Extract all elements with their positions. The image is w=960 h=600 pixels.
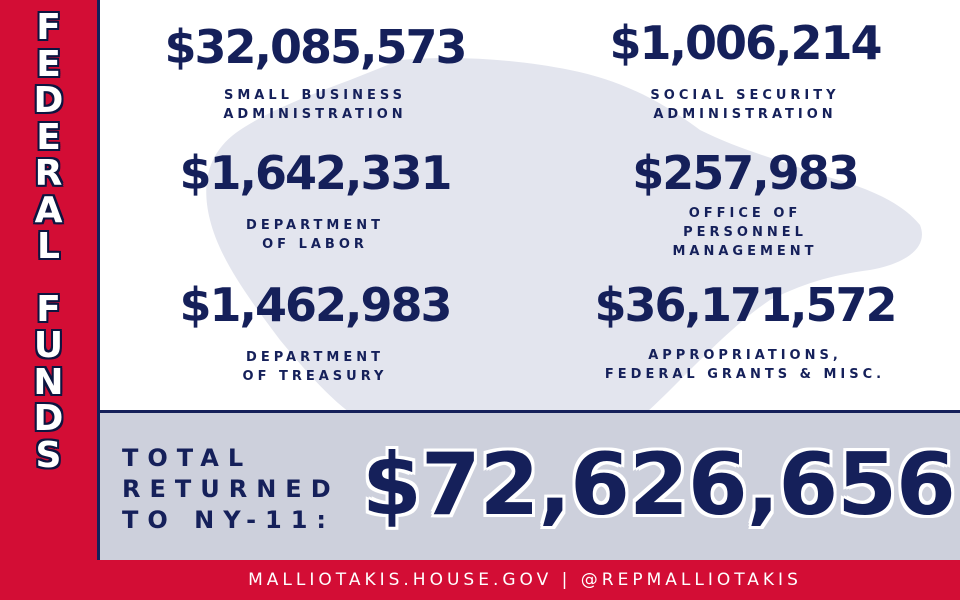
title-letter: E [36,116,61,158]
stat-amount: $32,085,573 [164,20,467,74]
stat-label-line: ADMINISTRATION [653,107,837,122]
title-letter: E [36,43,61,85]
total-label-line: TOTAL [122,444,253,472]
left-title-bar: F E D E R A L F U N D S [0,0,97,570]
stat-label-line: DEPARTMENT [246,218,384,233]
title-letter: U [33,325,64,366]
stat-label-line: FEDERAL GRANTS & MISC. [604,367,886,382]
title-letter: D [33,80,64,121]
stat-amount: $36,171,572 [594,278,897,332]
stat-label-line: MANAGEMENT [672,244,818,259]
title-letter: L [37,226,60,267]
stat-label-line: APPROPRIATIONS, [648,348,842,363]
stat-label-line: OF TREASURY [242,369,388,384]
left-bar-border [97,0,100,570]
title-letter: R [34,153,63,194]
stat-amount: $257,983 [632,146,860,200]
total-amount: $72,626,656 [362,435,956,535]
total-panel: TOTAL RETURNED TO NY-11: $72,626,656 [100,410,960,563]
stat-treasury: $1,462,983 DEPARTMENT OF TREASURY [150,280,480,386]
stat-label-line: SOCIAL SECURITY [650,88,840,103]
stat-amount: $1,462,983 [179,278,452,332]
stat-label-line: ADMINISTRATION [223,107,407,122]
title-letter: A [34,189,63,231]
stat-label-line: SMALL BUSINESS [223,88,407,103]
stat-label-line: PERSONNEL [683,225,807,240]
title-letter: D [33,398,64,439]
title-letter: S [35,434,62,476]
stat-appropriations: $36,171,572 APPROPRIATIONS, FEDERAL GRAN… [560,280,930,384]
stat-small-business: $32,085,573 SMALL BUSINESS ADMINISTRATIO… [150,22,480,124]
stat-amount: $1,642,331 [179,146,452,200]
title-letter: F [36,288,61,330]
title-letter: F [36,7,61,48]
total-label-line: RETURNED [122,475,340,503]
stat-amount: $1,006,214 [609,16,882,70]
stat-label-line: DEPARTMENT [246,350,384,365]
title-letter: N [33,361,64,403]
total-label: TOTAL RETURNED TO NY-11: [122,443,340,536]
total-label-line: TO NY-11: [122,506,336,534]
vertical-title: F E D E R A L F U N D S [0,7,97,570]
stat-personnel-management: $257,983 OFFICE OF PERSONNEL MANAGEMENT [560,148,930,261]
stat-social-security: $1,006,214 SOCIAL SECURITY ADMINISTRATIO… [560,18,930,124]
stat-labor: $1,642,331 DEPARTMENT OF LABOR [150,148,480,254]
footer-text: MALLIOTAKIS.HOUSE.GOV | @REPMALLIOTAKIS [248,570,802,590]
stat-label-line: OF LABOR [262,237,368,252]
stat-label-line: OFFICE OF [688,206,802,221]
footer: MALLIOTAKIS.HOUSE.GOV | @REPMALLIOTAKIS [0,560,960,600]
